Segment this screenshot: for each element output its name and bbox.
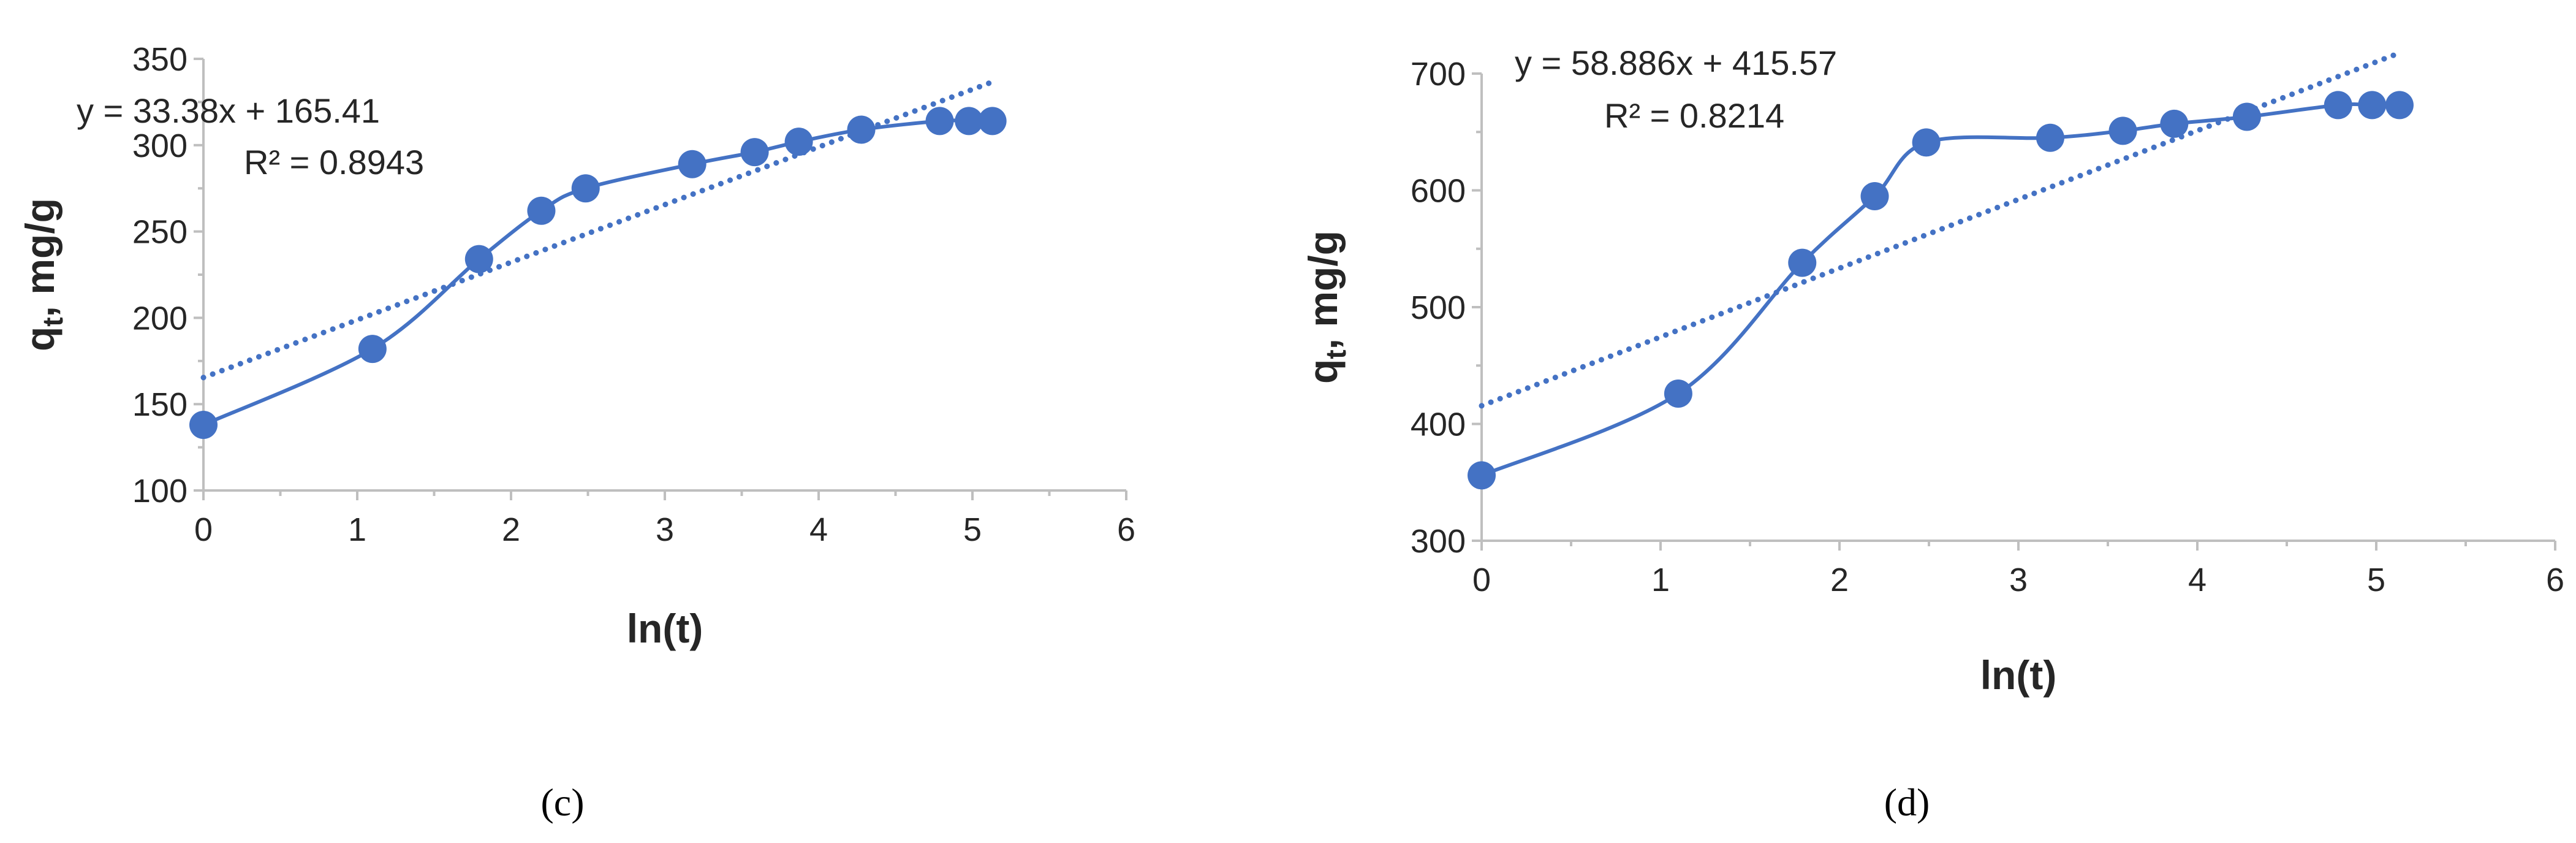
y-axis-title-subscript: t [37,317,69,326]
x-tick-label: 3 [656,511,674,548]
x-tick-label: 5 [2367,562,2385,598]
y-tick-label: 600 [1411,173,1466,210]
series-line [202,118,993,427]
y-tick-label: 700 [1411,56,1466,93]
y-tick-label: 250 [132,214,188,251]
y-axis-title-units: , mg/g [17,198,63,317]
x-tick-label: 0 [1472,562,1491,598]
y-tick-label: 500 [1411,289,1466,326]
y-axis-title-subscript: t [1320,349,1352,359]
y-tick-label: 150 [132,386,188,423]
y-axis-title-units: , mg/g [1300,231,1346,349]
data-point [571,174,600,203]
data-point [740,138,769,167]
data-point [925,107,954,135]
data-point [847,115,876,144]
data-point [2385,91,2414,120]
data-point [2160,109,2189,138]
panel-label: (c) [540,780,584,824]
data-point [189,410,218,439]
data-point [527,196,556,225]
x-tick-label: 6 [1117,511,1135,548]
data-point [955,107,983,135]
x-tick-label: 0 [194,511,213,548]
data-point [978,107,1007,135]
data-point [2358,91,2387,120]
y-axis-title-main: q [1300,359,1346,384]
data-point [2108,116,2137,145]
x-tick-label: 5 [963,511,982,548]
x-tick-label: 2 [1830,562,1849,598]
data-point [2036,123,2064,152]
y-tick-label: 200 [132,300,188,337]
x-tick-label: 1 [348,511,366,548]
y-axis-title: qt, mg/g [1300,231,1352,384]
y-tick-label: 350 [132,41,188,78]
y-axis-title: qt, mg/g [17,198,69,351]
data-point [464,245,493,273]
y-tick-label: 300 [132,128,188,164]
x-tick-label: 4 [809,511,828,548]
data-point [1788,248,1817,277]
data-point [1860,182,1889,211]
y-tick-label: 400 [1411,406,1466,443]
y-tick-label: 300 [1411,523,1466,560]
data-point [1468,461,1496,490]
x-axis-title: ln(t) [1980,652,2057,698]
x-tick-label: 1 [1651,562,1670,598]
x-tick-label: 3 [2009,562,2028,598]
x-tick-label: 4 [2188,562,2207,598]
panel-label: (d) [1884,780,1930,824]
y-tick-label: 100 [132,473,188,509]
trendline-equation: y = 58.886x + 415.57 [1515,44,1837,82]
x-tick-label: 6 [2546,562,2564,598]
data-point [358,335,387,364]
x-tick-label: 2 [502,511,520,548]
chart-panel-d: 300 400 500 600 700 0 1 2 3 4 5 6 y = 58.886x + 415.… [1300,44,2564,824]
data-point [2232,102,2261,131]
data-point [784,128,813,156]
data-point [1664,379,1692,408]
y-axis-title-main: q [17,327,63,351]
chart-panel-c: 100 150 200 250 300 350 0 1 2 3 4 5 6 y = 33.38x + 16… [17,41,1135,824]
data-point [2324,91,2352,120]
x-axis-title: ln(t) [627,606,703,651]
r-squared-label: R² = 0.8214 [1604,96,1784,135]
data-point [1912,128,1941,157]
data-point [678,150,707,178]
trendline-equation: y = 33.38x + 165.41 [77,91,380,130]
r-squared-label: R² = 0.8943 [244,143,424,181]
series-line [1480,102,2400,478]
